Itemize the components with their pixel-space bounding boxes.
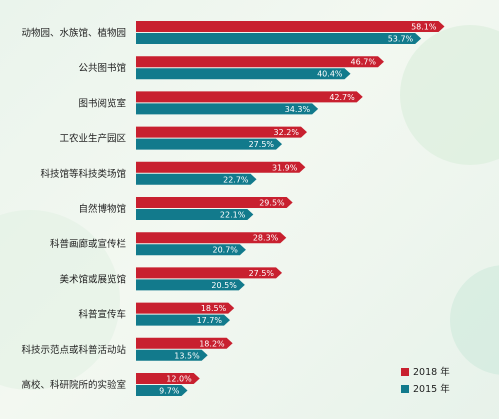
bar-series-2 [136, 103, 319, 115]
legend-swatch [401, 385, 409, 393]
bar-series-1 [136, 232, 287, 244]
data-label: 17.7% [197, 316, 223, 325]
bars-layer [136, 21, 445, 396]
data-label: 27.5% [249, 140, 275, 149]
data-label: 27.5% [249, 269, 275, 278]
bar-series-1 [136, 302, 235, 314]
legend-label: 2015 年 [413, 383, 450, 395]
bar-series-1 [136, 56, 384, 68]
data-label: 40.4% [317, 70, 343, 79]
category-label: 科普宣传车 [78, 309, 126, 321]
bar-series-2 [136, 138, 283, 150]
bar-series-2 [136, 314, 230, 326]
bar-series-1 [136, 21, 445, 32]
data-label: 32.2% [274, 128, 300, 137]
data-label: 31.9% [272, 163, 298, 172]
bar-series-2 [136, 279, 245, 291]
legend-label: 2018 年 [413, 366, 450, 378]
bar-series-2 [136, 385, 188, 396]
data-label: 22.1% [220, 211, 246, 220]
bar-series-1 [136, 337, 233, 349]
bar-series-1 [136, 267, 283, 279]
bar-series-2 [136, 244, 246, 256]
data-label: 12.0% [166, 375, 192, 384]
legend-swatch [401, 368, 409, 376]
data-label: 28.3% [253, 234, 279, 243]
category-label: 科技示范点或科普活动站 [21, 344, 126, 356]
bar-series-2 [136, 33, 422, 44]
bar-series-1 [136, 161, 306, 173]
data-label: 53.7% [388, 35, 414, 44]
data-label: 18.5% [201, 304, 227, 313]
bar-series-2 [136, 209, 254, 220]
data-label: 20.5% [211, 281, 237, 290]
data-label: 46.7% [351, 58, 377, 67]
data-label: 22.7% [223, 175, 249, 184]
category-label: 公共图书馆 [78, 62, 126, 74]
legend: 2018 年 2015 年 [401, 366, 450, 395]
background-decoration [0, 25, 499, 390]
data-label: 13.5% [174, 351, 200, 360]
data-label: 58.1% [411, 23, 437, 32]
bar-series-2 [136, 68, 351, 80]
category-label: 工农业生产园区 [59, 133, 126, 145]
labels-layer: 动物园、水族馆、植物园 58.1% 53.7% 公共图书馆 46.7% 40.4% 图书阅览… [21, 23, 436, 396]
data-label: 9.7% [159, 387, 180, 396]
category-label: 动物园、水族馆、植物园 [21, 27, 126, 39]
data-label: 20.7% [212, 246, 238, 255]
data-label: 18.2% [199, 339, 225, 348]
bar-series-1 [136, 126, 307, 138]
bar-series-1 [136, 197, 293, 208]
category-label: 自然博物馆 [78, 203, 126, 215]
bar-series-2 [136, 173, 257, 185]
bar-series-1 [136, 373, 200, 384]
bar-series-2 [136, 349, 208, 361]
category-label: 科普画廊或宣传栏 [50, 238, 127, 250]
bar-series-1 [136, 91, 363, 103]
category-label: 科技馆等科技类场馆 [40, 168, 126, 180]
data-label: 42.7% [329, 93, 355, 102]
category-label: 高校、科研院所的实验室 [21, 379, 126, 391]
category-label: 美术馆或展览馆 [59, 273, 126, 285]
category-label: 图书阅览室 [78, 97, 126, 109]
data-label: 34.3% [285, 105, 311, 114]
data-label: 29.5% [259, 199, 285, 208]
